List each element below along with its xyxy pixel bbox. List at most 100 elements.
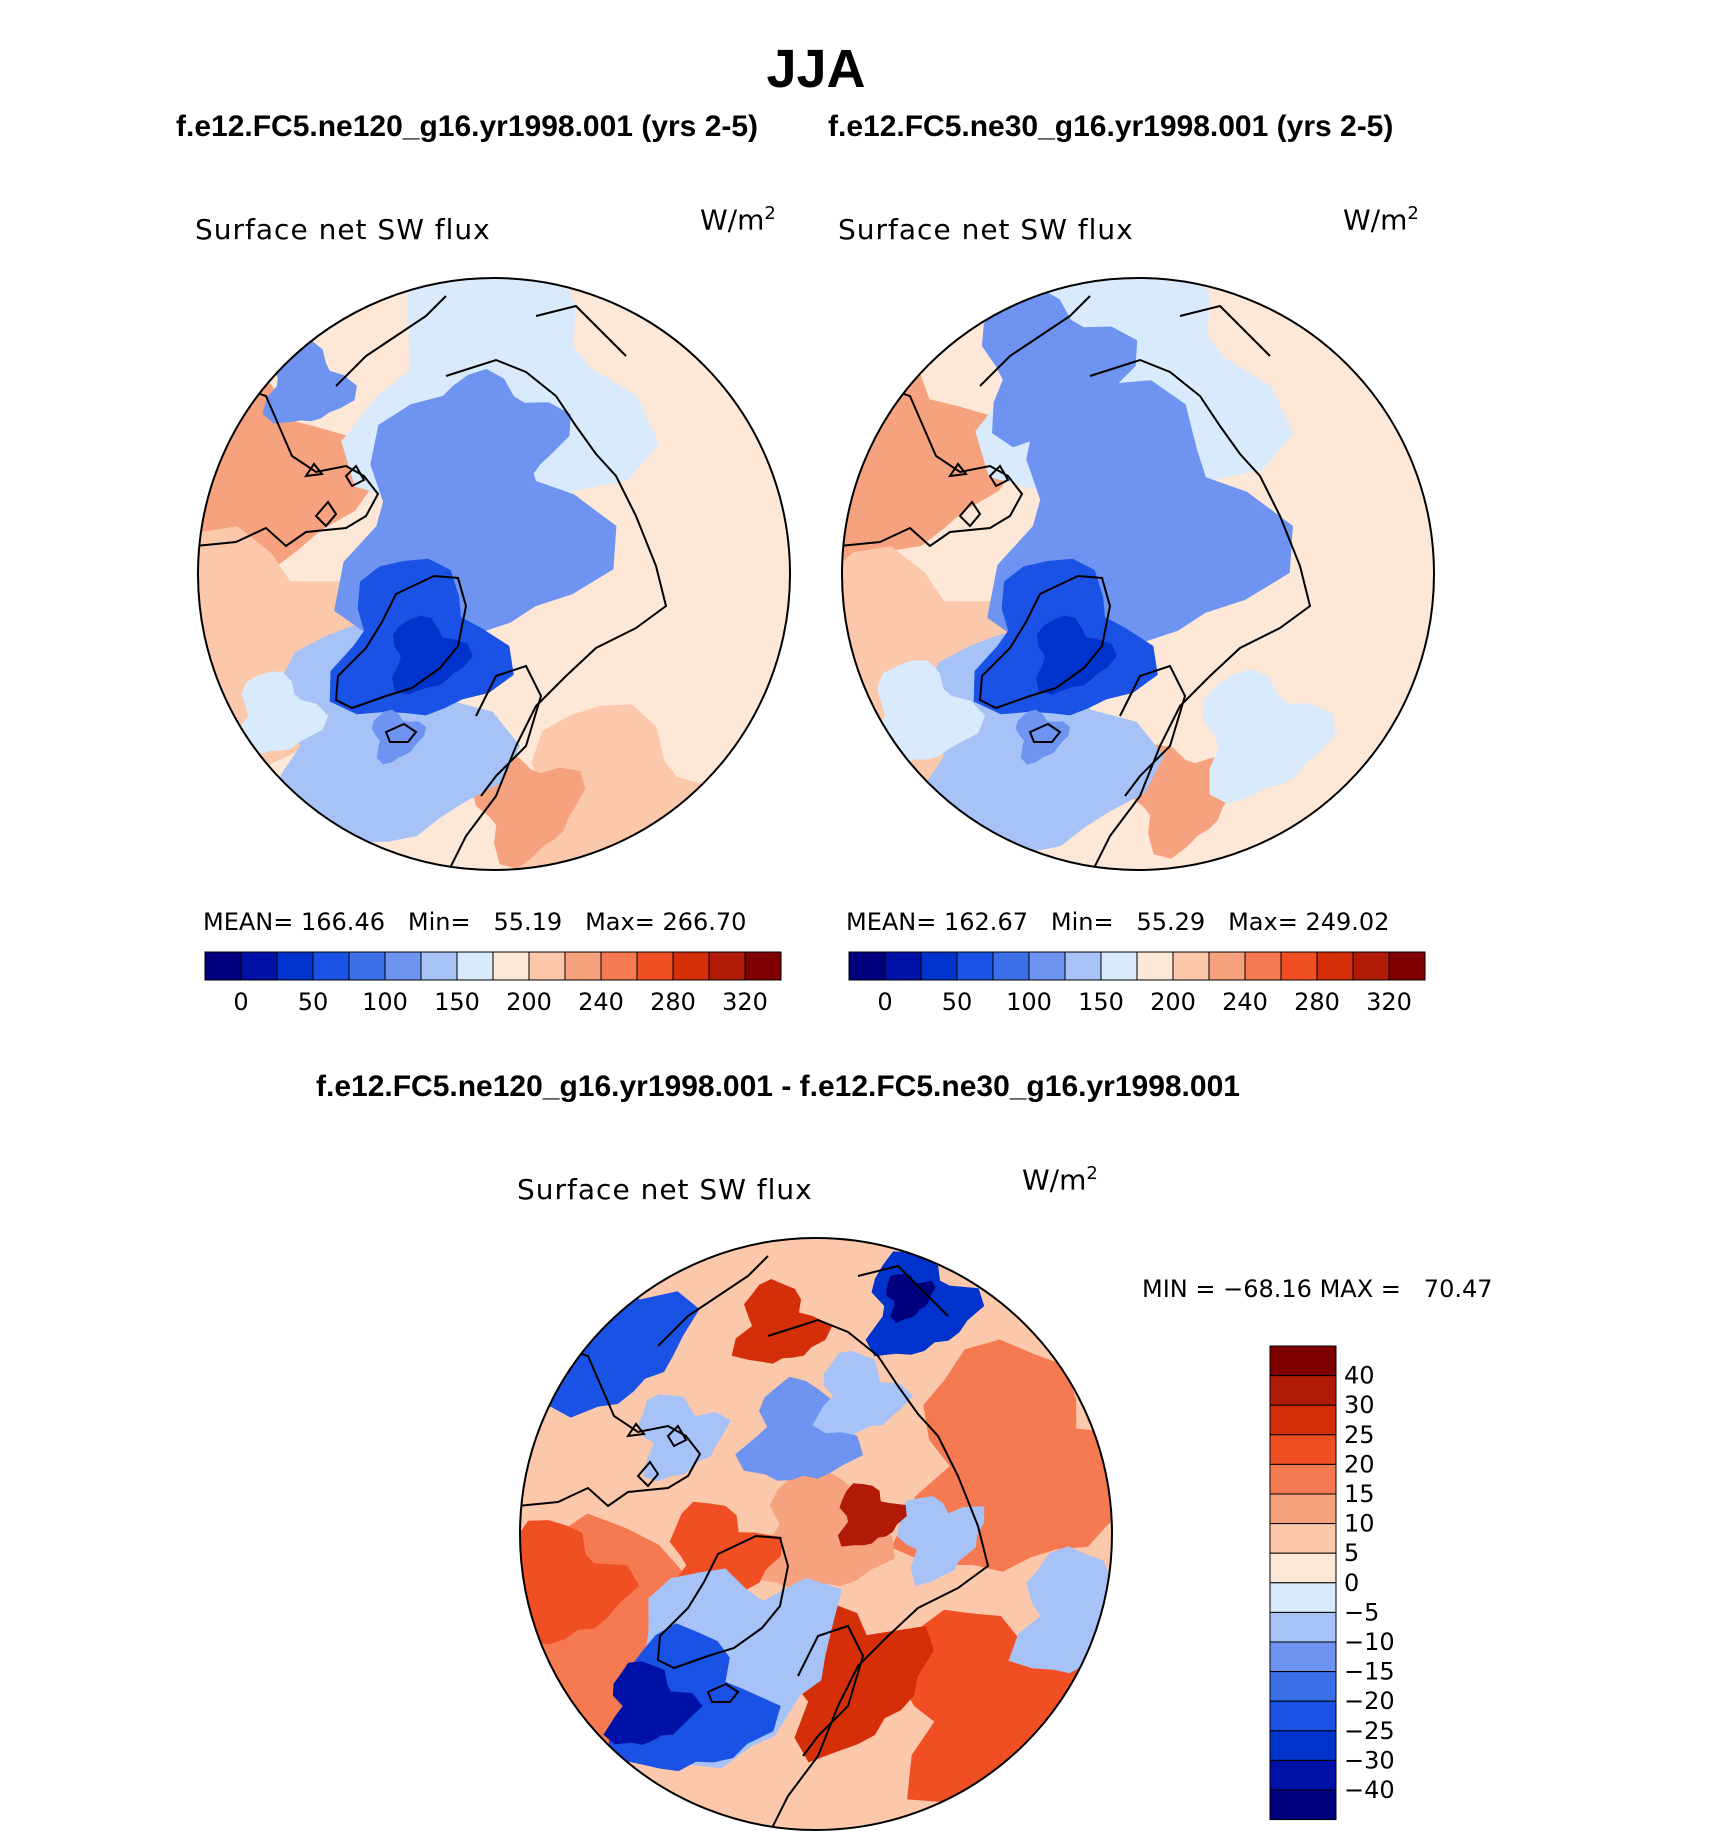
panel3-colorbar-swatch (1269, 1759, 1337, 1791)
panel3-colorbar-tick-label: 10 (1344, 1510, 1375, 1538)
panel1-colorbar-swatch (636, 951, 674, 981)
panel3-bering-coastline (657, 1255, 949, 1347)
panel1-colorbar-tick-label: 240 (578, 988, 624, 1016)
panel3-contour-region (837, 1483, 907, 1547)
panel1-colorbar-tick-label: 100 (362, 988, 408, 1016)
panel3-colorbar-swatch (1269, 1671, 1337, 1702)
panel2-map-boundary (841, 277, 1435, 871)
panel1-units: W/m2 (700, 203, 776, 237)
panel3-max: 70.47 (1423, 1275, 1493, 1303)
panel3-contour-region (603, 1661, 703, 1745)
panel3-colorbar-tick-label: −30 (1344, 1746, 1395, 1774)
panel2-units: W/m2 (1343, 203, 1419, 237)
panel2-north-america-coastline (842, 384, 1024, 548)
panel1-map-boundary (197, 277, 791, 871)
panel1-colorbar-tick-label: 0 (233, 988, 248, 1016)
panel3-colorbar-tick-label: −25 (1344, 1717, 1395, 1745)
panel2-arctic-islands-coastline (947, 462, 1010, 528)
panel2-mean: 162.67 (944, 908, 1028, 936)
panel2-stats: MEAN= 162.67 Min= 55.29 Max= 249.02 (846, 908, 1390, 936)
panel3-scandinavia-coastline (797, 1624, 865, 1757)
panel3-colorbar-tick-label: −15 (1344, 1658, 1395, 1686)
panel3-iceland-coastline (706, 1682, 740, 1703)
panel2-colorbar-tick-label: 150 (1078, 988, 1124, 1016)
panel3-contour-region (735, 1376, 864, 1481)
panel2-colorbar-swatch (956, 951, 994, 981)
panel2-max: 249.02 (1305, 908, 1390, 936)
panel3-colorbar-swatch (1269, 1523, 1337, 1554)
panel3-colorbar-tick-label: −5 (1344, 1598, 1379, 1626)
panel2-contour-region (1015, 709, 1071, 765)
panel1-colorbar-swatch (492, 951, 530, 981)
panel1-colorbar-swatch (564, 951, 602, 981)
panel1-min: 55.19 (493, 908, 563, 936)
panel3-colorbar-tick-label: 30 (1344, 1391, 1375, 1419)
panel1-arctic-islands-coastline (303, 462, 366, 528)
panel1-iceland-coastline (384, 722, 418, 743)
panel3-colorbar-tick-label: −20 (1344, 1687, 1395, 1715)
panel2-colorbar-swatch (920, 951, 958, 981)
panel1-contour-region (371, 709, 427, 765)
panel2-colorbar-swatch (1280, 951, 1318, 981)
panel1-colorbar-swatch (312, 951, 350, 981)
panel1-colorbar-tick-label: 150 (434, 988, 480, 1016)
panel3-greenland-coastline (656, 1534, 790, 1670)
difference-title: f.e12.FC5.ne120_g16.yr1998.001 - f.e12.F… (316, 1070, 1240, 1103)
panel1-colorbar-swatch (204, 951, 242, 981)
panel1-greenland-coastline (334, 574, 468, 710)
panel3-colorbar-tick-label: 40 (1344, 1362, 1375, 1390)
panel3-colorbar-swatch (1269, 1434, 1337, 1465)
panel3-contour-region (896, 1496, 985, 1586)
panel1-stats: MEAN= 166.46 Min= 55.19 Max= 266.70 (203, 908, 747, 936)
panel3-colorbar-tick-label: −10 (1344, 1628, 1395, 1656)
panel3-colorbar-swatch (1269, 1404, 1337, 1436)
panel2-colorbar-swatch (1352, 951, 1390, 981)
panel2-colorbar-tick-label: 100 (1006, 988, 1052, 1016)
panel3-map-boundary (519, 1237, 1113, 1831)
panel3-contour-region (745, 1464, 895, 1590)
figure-title: JJA (766, 39, 866, 99)
panel1-colorbar-swatch (672, 951, 710, 981)
panel1-contour-region (392, 615, 473, 695)
panel1-colorbar-swatch (744, 951, 782, 981)
panel3-stats: MIN = −68.16 MAX = 70.47 (1142, 1275, 1493, 1303)
panel2-contour-region (981, 287, 1138, 448)
panel2-colorbar-swatch (1100, 951, 1138, 981)
panel2-greenland-coastline (978, 574, 1112, 710)
panel1-colorbar-swatch (348, 951, 386, 981)
panel3-north-america-coastline (520, 1344, 702, 1508)
panel3-min: −68.16 (1223, 1275, 1312, 1303)
panel3-colorbar-tick-label: 0 (1344, 1569, 1359, 1597)
panel2-colorbar-swatch (1064, 951, 1102, 981)
panel2-iceland-coastline (1028, 722, 1062, 743)
panel1-variable-label: Surface net SW flux (195, 213, 491, 246)
panel2-colorbar-swatch (1136, 951, 1174, 981)
panel3-contour-region (812, 1350, 914, 1435)
panel2-colorbar-tick-label: 280 (1294, 988, 1340, 1016)
panel2-colorbar-swatch (1028, 951, 1066, 981)
panel3-colorbar-swatch (1269, 1463, 1337, 1495)
panel2-colorbar-swatch (992, 951, 1030, 981)
panel1-scandinavia-coastline (475, 664, 543, 797)
panel2-variable-label: Surface net SW flux (838, 213, 1134, 246)
panel2-colorbar-swatch (1208, 951, 1246, 981)
panel3-polar-map (519, 1237, 1113, 1831)
panel1-colorbar-tick-label: 200 (506, 988, 552, 1016)
panel3-colorbar-tick-label: 25 (1344, 1421, 1375, 1449)
panel2-colorbar-swatch (1316, 951, 1354, 981)
panel3-arctic-islands-coastline (625, 1422, 688, 1488)
panel2-bering-coastline (979, 295, 1271, 387)
panel1-colorbar-swatch (420, 951, 458, 981)
panel2-min: 55.29 (1136, 908, 1206, 936)
panel1-contour-region (437, 369, 571, 506)
panel1-colorbar-swatch (276, 951, 314, 981)
panel3-colorbar-tick-label: 15 (1344, 1480, 1375, 1508)
panel2-colorbar-tick-label: 200 (1150, 988, 1196, 1016)
panel1-colorbar-swatch (528, 951, 566, 981)
panel2-colorbar-swatch (1388, 951, 1426, 981)
panel1-colorbar: 0 50 100 150 200 240 280 320 (204, 951, 782, 1016)
panel1-colorbar-swatch (456, 951, 494, 981)
panel3-contour-region (1008, 1546, 1112, 1674)
panel3-colorbar-swatch (1269, 1641, 1337, 1673)
